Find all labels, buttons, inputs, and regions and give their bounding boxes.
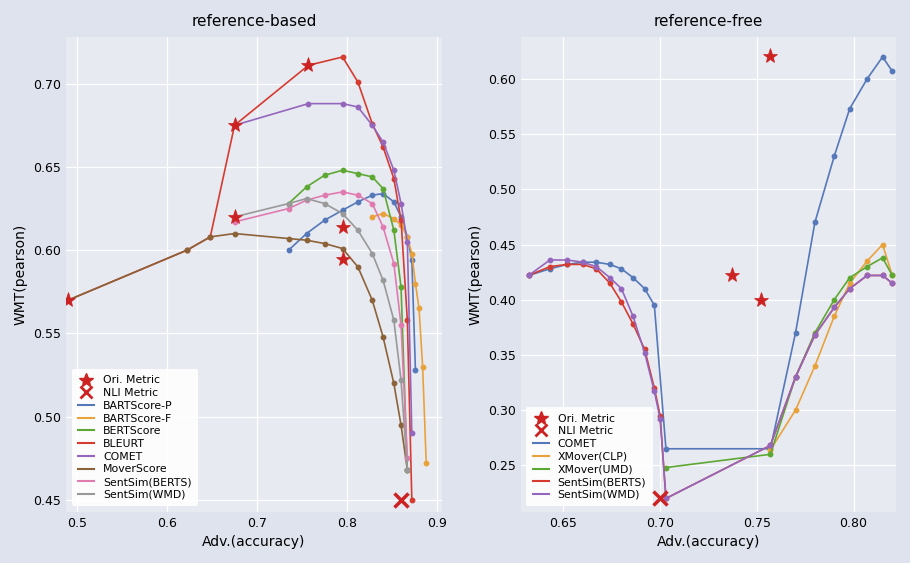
X-axis label: Adv.(accuracy): Adv.(accuracy) (657, 535, 760, 549)
Y-axis label: WMT(pearson): WMT(pearson) (469, 224, 482, 325)
Title: reference-based: reference-based (191, 14, 317, 29)
Legend: Ori. Metric, NLI Metric, COMET, XMover(CLP), XMover(UMD), SentSim(BERTS), SentSi: Ori. Metric, NLI Metric, COMET, XMover(C… (526, 407, 652, 506)
Legend: Ori. Metric, NLI Metric, BARTScore-P, BARTScore-F, BERTScore, BLEURT, COMET, Mov: Ori. Metric, NLI Metric, BARTScore-P, BA… (72, 369, 198, 506)
X-axis label: Adv.(accuracy): Adv.(accuracy) (202, 535, 306, 549)
Title: reference-free: reference-free (653, 14, 763, 29)
Y-axis label: WMT(pearson): WMT(pearson) (14, 224, 28, 325)
